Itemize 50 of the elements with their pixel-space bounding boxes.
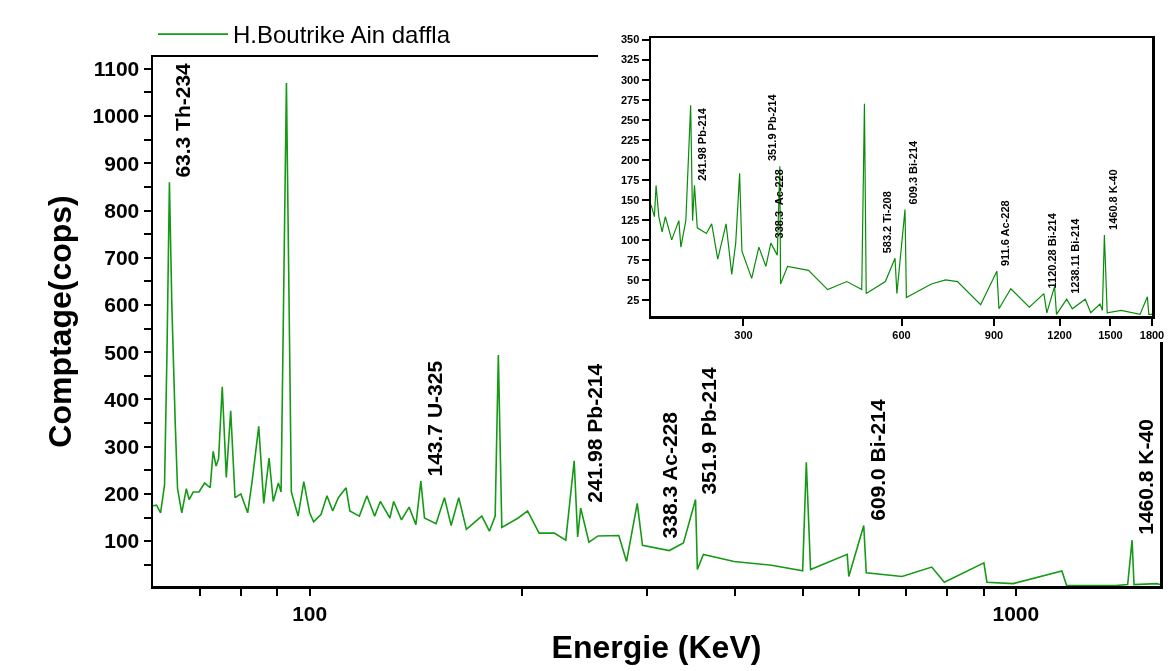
x-axis-title: Energie (KeV) xyxy=(551,628,762,665)
annotation: 1460.8 K-40 xyxy=(1106,169,1119,230)
y-tick-label: 50 xyxy=(627,273,640,286)
annotation: 351.9 Pb-214 xyxy=(697,367,721,495)
y-tick-label: 225 xyxy=(620,133,640,146)
annotation: 241.98 Pb-214 xyxy=(582,363,606,503)
annotation: 143.7 U-325 xyxy=(423,360,447,477)
annotation: 351.9 Pb-214 xyxy=(765,93,778,162)
y-tick-label: 600 xyxy=(104,293,140,317)
y-tick-label: 175 xyxy=(620,173,640,186)
y-tick-label: 1100 xyxy=(93,57,140,81)
annotation: 609.3 Bi-214 xyxy=(906,139,919,205)
annotation: 609.0 Bi-214 xyxy=(865,399,889,521)
y-tick-label: 325 xyxy=(620,53,640,66)
y-tick-label: 275 xyxy=(620,93,640,106)
y-tick-label: 500 xyxy=(104,340,140,364)
y-tick-label: 1000 xyxy=(92,104,140,128)
y-tick-label: 300 xyxy=(620,73,640,86)
x-tick-label: 300 xyxy=(734,328,753,341)
y-tick-label: 800 xyxy=(104,198,140,222)
annotation: 911.6 Ac-228 xyxy=(998,200,1011,267)
y-tick-label: 300 xyxy=(104,435,140,459)
y-tick-label: 25 xyxy=(627,293,640,306)
y-tick-label: 100 xyxy=(620,233,640,246)
y-tick-label: 250 xyxy=(620,113,640,126)
annotation: 241.98 Pb-214 xyxy=(696,107,709,181)
annotation: 338.3 Ac-228 xyxy=(773,169,786,239)
y-tick-label: 200 xyxy=(620,153,640,166)
y-tick-label: 400 xyxy=(104,387,140,411)
legend-label: H.Boutrike Ain daffla xyxy=(233,21,451,49)
y-tick-label: 350 xyxy=(620,33,640,46)
y-tick-label: 150 xyxy=(620,193,640,206)
y-tick-label: 700 xyxy=(104,246,140,270)
annotation: 1460.8 K-40 xyxy=(1134,419,1158,535)
annotation: 583.2 Ti-208 xyxy=(880,191,893,254)
y-axis-title: Comptage(cops) xyxy=(41,195,78,448)
y-tick-label: 125 xyxy=(620,213,640,226)
y-tick-label: 900 xyxy=(104,151,140,175)
x-tick-label: 1200 xyxy=(1047,328,1072,341)
x-tick-label: 600 xyxy=(892,328,911,341)
annotation: 1120.28 Bi-214 xyxy=(1046,212,1059,289)
x-tick-label: 1500 xyxy=(1098,328,1123,341)
y-tick-label: 100 xyxy=(104,529,140,553)
x-tick-label: 1800 xyxy=(1139,328,1165,341)
x-tick-label: 900 xyxy=(984,328,1004,341)
annotation: 63.3 Th-234 xyxy=(171,62,195,178)
annotation: 1238.11 Bi-214 xyxy=(1068,217,1081,294)
y-tick-label: 200 xyxy=(104,482,140,506)
y-tick-label: 75 xyxy=(627,253,640,266)
annotation: 338.3 Ac-228 xyxy=(658,411,682,539)
